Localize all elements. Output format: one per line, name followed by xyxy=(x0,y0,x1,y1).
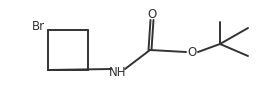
Text: NH: NH xyxy=(109,65,127,79)
Text: Br: Br xyxy=(32,19,45,33)
Text: O: O xyxy=(187,46,197,58)
Text: O: O xyxy=(147,7,157,21)
